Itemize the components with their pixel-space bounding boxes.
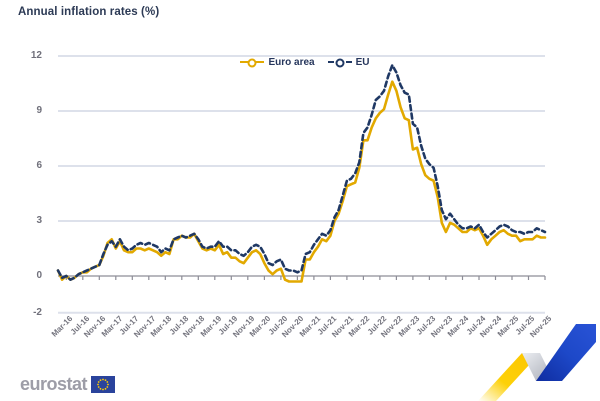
- legend-label-euro-area: Euro area: [268, 57, 315, 68]
- legend-item-euro-area: Euro area: [240, 57, 315, 68]
- brand-ribbon-graphic: [478, 324, 596, 401]
- euro-area-line-marker-icon: [240, 58, 265, 67]
- chart-title: Annual inflation rates (%): [18, 6, 160, 18]
- eurostat-logo-text: eurostat: [20, 374, 88, 394]
- legend-item-eu: EU: [327, 57, 370, 68]
- legend-label-eu: EU: [355, 57, 370, 68]
- y-tick-label: -2: [33, 306, 42, 318]
- ribbon-yellow-band: [478, 353, 540, 401]
- y-tick-label: 0: [36, 270, 42, 281]
- y-tick-label: 6: [36, 160, 42, 171]
- y-tick-label: 3: [36, 215, 42, 226]
- eurostat-logo: eurostat: [20, 374, 116, 395]
- y-tick-label: 12: [30, 50, 42, 61]
- legend: Euro area EU: [240, 57, 370, 68]
- eu-flag-icon: [91, 376, 116, 393]
- eu-line: [56, 63, 547, 282]
- eu-line-marker-icon: [327, 58, 352, 67]
- ribbon-blue-band: [536, 324, 596, 381]
- euro-area-line: [56, 80, 547, 283]
- y-tick-label: 9: [36, 105, 42, 116]
